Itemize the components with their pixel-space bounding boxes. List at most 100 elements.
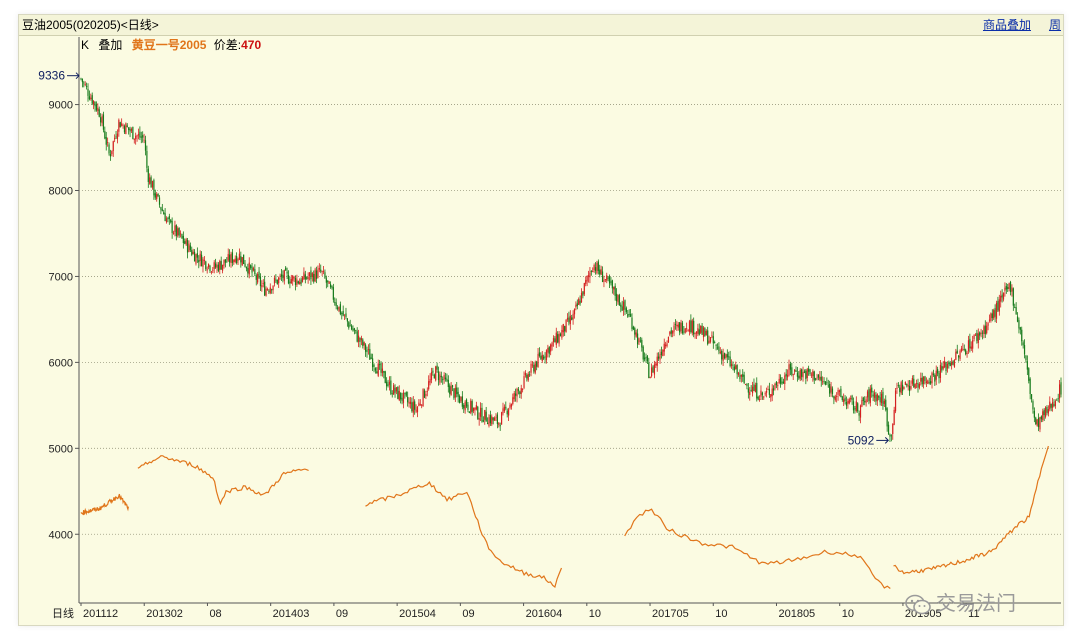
candle-body — [276, 279, 278, 285]
candle-body — [534, 363, 536, 373]
candle-body — [862, 397, 864, 402]
candle-body — [572, 313, 574, 320]
candle-body — [229, 254, 231, 263]
candle-body — [172, 232, 175, 234]
candle-body — [261, 285, 263, 288]
commodity-overlay-button[interactable]: 商品叠加 — [982, 18, 1031, 32]
candle-body — [582, 291, 584, 296]
candle-body — [878, 395, 880, 398]
candle-body — [207, 263, 210, 268]
candle-body — [400, 392, 402, 400]
candle-body — [765, 390, 768, 393]
candle-body — [314, 269, 316, 282]
candle-body — [680, 322, 682, 332]
candle-body — [824, 381, 827, 385]
candle-body — [1058, 384, 1061, 399]
candle-body — [757, 396, 759, 400]
candle-body — [894, 390, 897, 412]
y-tick-label-9000: 9000 — [49, 100, 73, 112]
candle-body — [537, 353, 539, 367]
candle-body — [662, 349, 664, 356]
candle-body — [294, 278, 297, 285]
candle-body — [803, 371, 806, 373]
candle-body — [949, 363, 951, 366]
candle-body — [617, 294, 619, 303]
candle-body — [837, 390, 839, 395]
candle-body — [733, 366, 735, 371]
candle-body — [394, 387, 396, 393]
candle-body — [387, 384, 389, 386]
candle-body — [767, 389, 769, 391]
candle-body — [453, 388, 455, 399]
candle-body — [88, 96, 91, 100]
candle-body — [589, 272, 591, 278]
candle-body — [536, 361, 538, 367]
candle-body — [373, 364, 375, 367]
candle-body — [583, 283, 585, 295]
candle-body — [927, 380, 929, 384]
candle-body — [554, 338, 556, 343]
candle-body — [282, 274, 284, 279]
candle-body — [986, 325, 988, 334]
candle-body — [736, 364, 738, 375]
candle-body — [408, 401, 410, 404]
candle-body — [268, 290, 270, 292]
candle-body — [960, 348, 963, 352]
candle-body — [711, 335, 713, 337]
candle-body — [393, 385, 395, 395]
x-tick-label-201905: 201905 — [905, 608, 942, 620]
candle-body — [705, 330, 707, 335]
overlay-line-segment-1 — [137, 455, 309, 506]
candle-body — [578, 299, 580, 305]
candle-body — [369, 349, 371, 360]
candle-body — [802, 372, 804, 378]
candle-body — [290, 278, 292, 284]
candle-body — [496, 414, 498, 425]
candle-body — [994, 308, 996, 317]
candle-body — [241, 257, 243, 265]
candle-body — [359, 337, 361, 343]
candle-body — [631, 317, 633, 329]
candle-body — [353, 328, 355, 331]
candle-body — [502, 408, 504, 414]
candle-body — [503, 406, 506, 411]
candle-body — [214, 263, 217, 268]
candle-body — [962, 348, 964, 350]
candle-body — [984, 325, 986, 335]
candle-body — [702, 327, 705, 338]
x-tick-label-10: 10 — [715, 608, 727, 620]
candle-body — [798, 375, 800, 379]
weekly-period-button[interactable]: 周 — [1048, 18, 1061, 32]
price-chart[interactable]: 4000 5000 6000 7000 8000 9000 日线 201112 201302 08… — [19, 15, 1063, 625]
candle-body — [868, 389, 870, 402]
candle-body — [161, 209, 163, 211]
candle-body — [279, 275, 281, 277]
candle-body — [687, 329, 689, 331]
candle-body — [732, 364, 734, 366]
candle-body — [460, 396, 462, 402]
candle-body — [175, 225, 177, 237]
candle-body — [541, 354, 543, 361]
candle-body — [247, 268, 249, 274]
candle-body — [869, 388, 871, 403]
candle-body — [907, 385, 909, 387]
candle-body — [332, 287, 334, 300]
candle-body — [679, 322, 681, 333]
candle-body — [435, 366, 437, 381]
candle-body — [784, 375, 786, 385]
candle-body — [283, 270, 285, 281]
candle-body — [972, 340, 974, 349]
candle-body — [550, 344, 552, 352]
candle-body — [719, 351, 721, 354]
candle-body — [471, 401, 473, 412]
candle-body — [349, 325, 351, 327]
candle-body — [533, 364, 535, 372]
candle-body — [133, 138, 135, 140]
candle-body — [629, 314, 632, 317]
candle-body — [770, 394, 772, 398]
candle-body — [758, 399, 761, 400]
candle-body — [805, 370, 807, 379]
candle-body — [372, 358, 374, 368]
candle-body — [882, 391, 884, 407]
candle-body — [681, 322, 684, 334]
